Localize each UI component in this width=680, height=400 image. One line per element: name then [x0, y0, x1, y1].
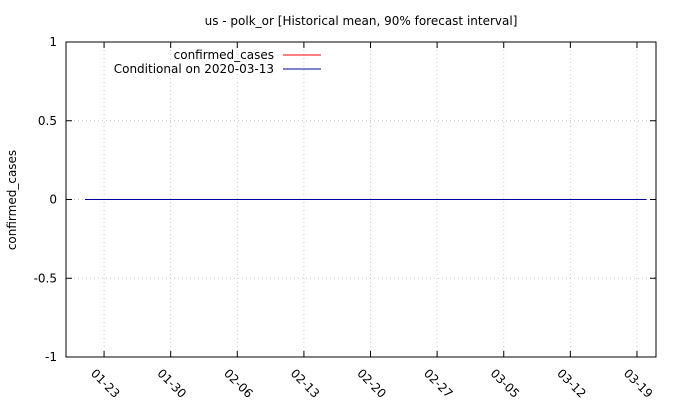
chart-title: us - polk_or [Historical mean, 90% forec…	[205, 14, 518, 28]
legend-label: Conditional on 2020-03-13	[114, 62, 274, 76]
grid	[66, 42, 656, 357]
y-tick-label: 0.5	[38, 114, 57, 128]
x-tick-label: 03-12	[554, 366, 589, 400]
x-tick-label: 01-23	[88, 366, 123, 400]
legend-label: confirmed_cases	[174, 48, 274, 62]
x-tick-label: 02-27	[421, 366, 456, 400]
x-tick-label: 03-19	[621, 366, 656, 400]
x-tick-label: 03-05	[488, 366, 523, 400]
x-tick-label: 01-30	[155, 366, 190, 400]
y-axis-label: confirmed_cases	[5, 150, 19, 250]
x-tick-label: 02-13	[288, 366, 323, 400]
y-tick-label: -1	[45, 350, 57, 364]
x-tick-label: 02-20	[354, 366, 389, 400]
ticks: -1 -0.5 0 0.5 1 01-23 01-30 02-06 02-13 02-20 02-2…	[34, 35, 656, 400]
plot-frame	[65, 41, 657, 358]
y-tick-label: -0.5	[34, 271, 57, 285]
y-tick-label: 0	[49, 193, 57, 207]
x-tick-label: 02-06	[221, 366, 256, 400]
y-tick-label: 1	[49, 35, 57, 49]
